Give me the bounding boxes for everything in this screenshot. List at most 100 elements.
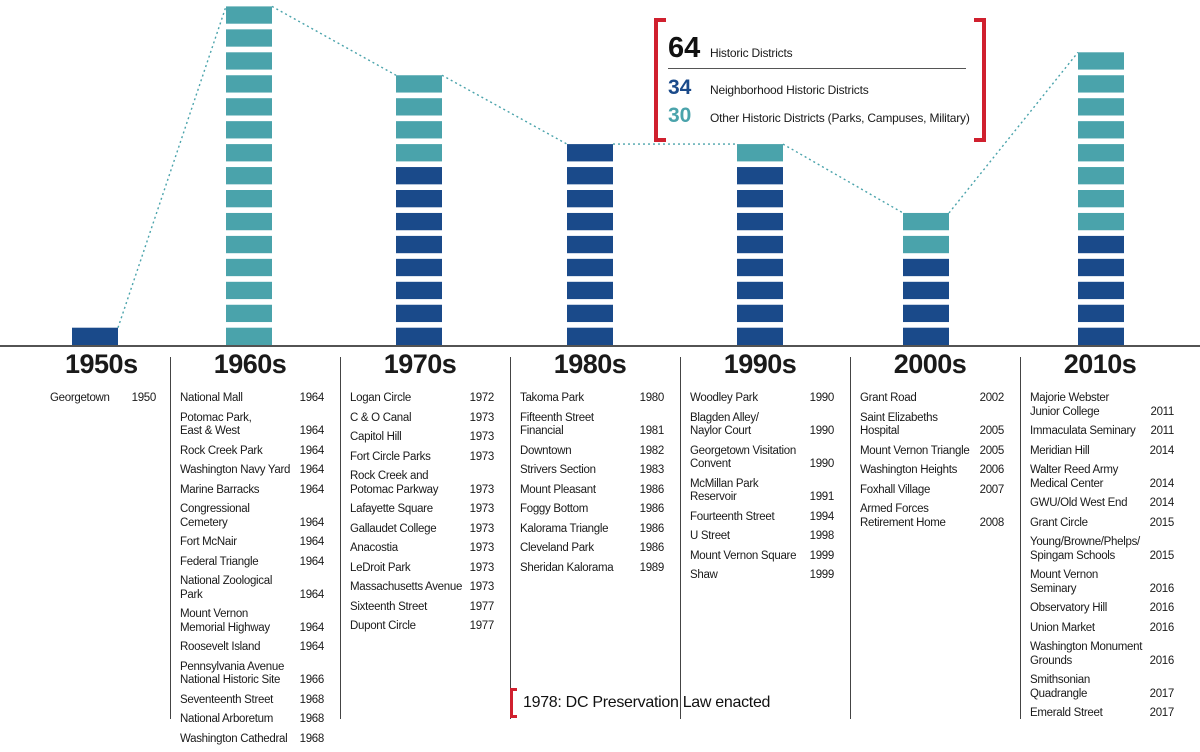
district-year: 2007 bbox=[979, 483, 1005, 496]
district-item: Congressional Cemetery 1964 bbox=[180, 503, 324, 530]
bar-block-1970s-neighborhood bbox=[396, 235, 442, 254]
bar-block-1990s-neighborhood bbox=[737, 167, 783, 185]
decade-label: 2000s bbox=[893, 349, 967, 379]
district-name: Washington Heights bbox=[860, 464, 958, 476]
district-item: Kalorama Triangle 1986 bbox=[520, 523, 664, 537]
district-item: Foxhall Village 2007 bbox=[860, 484, 1004, 498]
district-item: Lafayette Square 1973 bbox=[350, 503, 494, 517]
district-name: National Arboretum bbox=[180, 713, 274, 725]
district-item: Mount Vernon Triangle 2005 bbox=[860, 445, 1004, 459]
district-name: Massachusetts Avenue bbox=[350, 581, 463, 593]
district-item: Shaw 1999 bbox=[690, 569, 834, 583]
decade-divider bbox=[340, 357, 341, 719]
district-name: C & O Canal bbox=[350, 411, 412, 424]
district-item: Washington Cathedral 1968 bbox=[180, 733, 324, 747]
district-item: Georgetown 1950 bbox=[50, 392, 156, 406]
legend-total-label: Historic Districts bbox=[710, 46, 793, 60]
district-year: 2002 bbox=[979, 392, 1005, 404]
legend-other-row: 30 Other Historic Districts (Parks, Camp… bbox=[668, 104, 970, 128]
decade-label: 1970s bbox=[383, 349, 457, 379]
bar-block-1970s-other bbox=[396, 121, 442, 139]
legend-total-count: 64 bbox=[668, 32, 701, 64]
district-year: 2008 bbox=[979, 516, 1005, 529]
district-year: 1950 bbox=[131, 392, 157, 404]
district-name: Fort McNair bbox=[180, 536, 237, 548]
bar-block-1980s-neighborhood bbox=[567, 235, 613, 254]
district-name: Georgetown Visitation Convent bbox=[690, 444, 796, 471]
district-year: 2016 bbox=[1149, 654, 1175, 667]
district-name: Washington Monument Grounds bbox=[1030, 641, 1143, 667]
district-item: Rock Creek and Potomac Parkway 1973 bbox=[350, 470, 494, 497]
district-name: Saint Elizabeths Hospital bbox=[860, 411, 938, 438]
bar-block-2010s-neighborhood bbox=[1078, 304, 1124, 323]
bar-block-1980s-neighborhood bbox=[567, 304, 613, 323]
bar-block-1970s-neighborhood bbox=[396, 327, 442, 345]
district-item: Young/Browne/Phelps/ Spingam Schools 2015 bbox=[1030, 536, 1174, 563]
bar-block-1970s-other bbox=[396, 98, 442, 116]
district-name: Congressional Cemetery bbox=[180, 503, 250, 529]
district-year: 2014 bbox=[1149, 497, 1175, 509]
district-name: Fort Circle Parks bbox=[350, 450, 431, 463]
district-year: 2011 bbox=[1150, 405, 1174, 418]
district-year: 1968 bbox=[299, 693, 325, 706]
decade-column-2000s: 2000s Grant Road 2002 Saint Elizabeths Hosp… bbox=[850, 349, 1010, 719]
bar-block-1960s-other bbox=[226, 327, 272, 345]
bar-block-1960s-other bbox=[226, 144, 272, 162]
district-item: Mount Vernon Square 1999 bbox=[690, 550, 834, 564]
district-name: Downtown bbox=[520, 444, 572, 457]
district-name: Mount Vernon Triangle bbox=[860, 444, 970, 457]
bar-block-1960s-other bbox=[226, 52, 272, 70]
bar-block-1960s-other bbox=[226, 75, 272, 93]
district-item: Woodley Park 1990 bbox=[690, 392, 834, 406]
district-name: Immaculata Seminary bbox=[1030, 425, 1136, 437]
district-name: Young/Browne/Phelps/ Spingam Schools bbox=[1030, 536, 1140, 562]
district-item: Fort Circle Parks 1973 bbox=[350, 451, 494, 465]
district-item: C & O Canal 1973 bbox=[350, 412, 494, 426]
district-name: Potomac Park, East & West bbox=[180, 411, 252, 438]
district-year: 2006 bbox=[979, 464, 1005, 476]
bar-block-2010s-other bbox=[1078, 167, 1124, 185]
bar-block-1960s-other bbox=[226, 235, 272, 254]
bar-block-1990s-neighborhood bbox=[737, 190, 783, 208]
district-name: Seventeenth Street bbox=[180, 693, 274, 706]
district-year: 2005 bbox=[979, 425, 1005, 437]
district-name: Roosevelt Island bbox=[180, 641, 261, 653]
district-name: Mount Vernon Memorial Highway bbox=[180, 608, 270, 634]
district-name: Union Market bbox=[1030, 621, 1095, 634]
bar-block-2000s-other bbox=[903, 212, 949, 231]
district-item: Strivers Section 1983 bbox=[520, 464, 664, 478]
decade-column-1990s: 1990s Woodley Park 1990 Blagden Alley/ Nayl… bbox=[680, 349, 840, 719]
district-year: 1973 bbox=[469, 431, 495, 443]
decade-divider bbox=[170, 357, 171, 719]
district-name: Sheridan Kalorama bbox=[520, 561, 614, 574]
district-name: Foxhall Village bbox=[860, 483, 931, 496]
district-year: 1973 bbox=[469, 483, 495, 496]
bar-block-1990s-neighborhood bbox=[737, 304, 783, 323]
bar-block-1990s-neighborhood bbox=[737, 212, 783, 231]
decade-label: 1950s bbox=[65, 349, 138, 379]
bar-block-1970s-neighborhood bbox=[396, 190, 442, 208]
bar-block-1980s-neighborhood bbox=[567, 212, 613, 231]
bar-block-1950s-neighborhood bbox=[72, 327, 118, 345]
district-year: 1990 bbox=[809, 425, 835, 437]
bar-block-2000s-neighborhood bbox=[903, 327, 949, 345]
district-name: Washington Navy Yard bbox=[180, 464, 291, 476]
district-item: Fort McNair 1964 bbox=[180, 536, 324, 550]
district-list: Grant Road 2002 Saint Elizabeths Hospital 2… bbox=[860, 392, 1004, 536]
district-item: Sixteenth Street 1977 bbox=[350, 601, 494, 615]
district-year: 1982 bbox=[639, 444, 665, 457]
district-item: Mount Vernon Seminary 2016 bbox=[1030, 569, 1174, 596]
bar-block-1960s-other bbox=[226, 304, 272, 323]
district-name: Mount Vernon Seminary bbox=[1030, 569, 1099, 595]
district-item: Majorie Webster Junior College 2011 bbox=[1030, 392, 1174, 419]
bar-block-1960s-other bbox=[226, 258, 272, 277]
bar-block-2010s-neighborhood bbox=[1078, 235, 1124, 254]
district-item: Saint Elizabeths Hospital 2005 bbox=[860, 412, 1004, 439]
decade-divider bbox=[1020, 357, 1021, 719]
district-item: National Zoological Park 1964 bbox=[180, 575, 324, 602]
decade-divider bbox=[510, 357, 511, 719]
bar-block-2000s-neighborhood bbox=[903, 258, 949, 277]
district-name: Washington Cathedral bbox=[180, 732, 288, 745]
district-year: 1964 bbox=[299, 588, 325, 601]
bar-block-2010s-neighborhood bbox=[1078, 281, 1124, 300]
